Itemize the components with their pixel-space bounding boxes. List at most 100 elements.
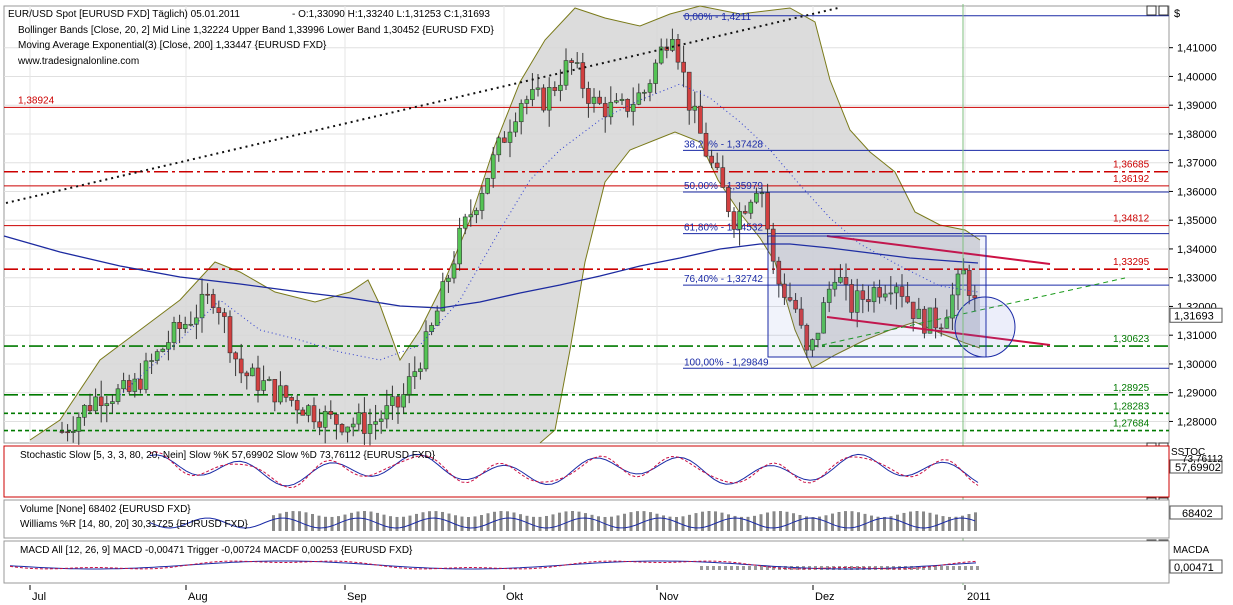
candle-body xyxy=(709,155,714,164)
x-axis: Jul Aug Sep Okt Nov Dez 2011 xyxy=(0,585,1233,605)
macd-histogram-bar xyxy=(970,566,973,570)
macd-histogram-bar xyxy=(760,566,763,570)
volume-bar xyxy=(376,512,379,531)
volume-bar xyxy=(954,516,958,531)
candle-body xyxy=(821,302,826,334)
candle-body xyxy=(944,317,950,329)
price-level-label: 1,27684 xyxy=(1113,419,1150,430)
y-tick-label: 1,31000 xyxy=(1177,330,1217,342)
volume-bar xyxy=(467,516,470,531)
price-level-label: 1,34812 xyxy=(1113,214,1150,225)
candle-body xyxy=(59,431,65,433)
volume-bar xyxy=(733,515,737,531)
volume-bar xyxy=(298,511,301,531)
volume-bar xyxy=(382,514,386,531)
candle-body xyxy=(731,211,737,230)
candle-body xyxy=(373,421,378,425)
price-level-label: 1,30623 xyxy=(1113,334,1150,345)
macd-histogram-bar xyxy=(922,566,925,570)
candle-body xyxy=(793,299,798,310)
price-level-label: 1,38924 xyxy=(18,95,55,106)
volume-bar xyxy=(779,511,782,531)
candle-body xyxy=(854,290,860,313)
fibonacci-label: 100,00% - 1,29849 xyxy=(684,357,769,368)
volume-bar xyxy=(538,516,542,531)
fibonacci-label: 0,00% - 1,4211 xyxy=(684,12,752,23)
macd-histogram-bar xyxy=(730,566,733,570)
macd-histogram-bar xyxy=(700,566,703,570)
volume-bar xyxy=(317,515,321,531)
volume-bar xyxy=(857,512,860,531)
candle-body xyxy=(961,270,966,275)
macda-axis-label: MACDA xyxy=(1173,545,1209,556)
candle-body xyxy=(798,308,804,326)
volume-bar xyxy=(571,511,574,531)
macd-histogram-bar xyxy=(754,566,757,570)
y-tick-label: 1,36000 xyxy=(1177,186,1217,198)
candle-body xyxy=(653,62,658,84)
candle-body xyxy=(647,83,653,93)
candle-body xyxy=(70,431,76,433)
candle-body xyxy=(233,352,238,360)
candle-body xyxy=(586,88,591,104)
macd-histogram-bar xyxy=(748,566,751,570)
sstoc-axis-label: SSTOC xyxy=(1171,447,1205,458)
candle-body xyxy=(563,60,569,86)
macd-value: 0,00471 xyxy=(1174,562,1214,574)
candle-body xyxy=(838,277,843,283)
candle-body xyxy=(966,270,972,296)
candle-body xyxy=(625,98,630,112)
volume-bar xyxy=(941,516,945,531)
candle-body xyxy=(815,332,821,340)
candle-body xyxy=(289,397,294,401)
candle-body xyxy=(670,39,675,51)
candle-body xyxy=(311,405,317,423)
volume-bar xyxy=(441,511,444,531)
panel-window-control xyxy=(1146,5,1157,16)
candle-body xyxy=(149,360,154,362)
stochastic-frame xyxy=(3,445,1170,498)
candle-body xyxy=(412,371,418,377)
candle-body xyxy=(227,316,233,354)
candle-body xyxy=(294,400,300,411)
candle-body xyxy=(535,87,541,90)
macd-histogram-bar xyxy=(946,566,949,570)
candle-body xyxy=(278,385,283,403)
price-level-label: 1,28925 xyxy=(1113,383,1150,394)
candle-body xyxy=(866,299,871,303)
volume-bar xyxy=(922,511,925,531)
macd-histogram-bar xyxy=(736,566,739,570)
candle-body xyxy=(110,401,115,404)
candle-body xyxy=(916,308,922,319)
volume-bar xyxy=(551,514,555,531)
macd-histogram-bar xyxy=(850,566,853,570)
volume-bar xyxy=(740,516,743,531)
price-level-label: 1,28283 xyxy=(1113,401,1150,412)
candle-body xyxy=(860,290,866,300)
long-term-trendline xyxy=(5,7,839,204)
y-tick-label: 1,40000 xyxy=(1177,71,1217,83)
candle-body xyxy=(810,339,815,351)
volume-bar xyxy=(636,511,639,531)
macd-histogram-bar xyxy=(706,566,709,570)
candle-body xyxy=(132,378,138,392)
panel-window-control xyxy=(1158,5,1169,16)
volume-bar xyxy=(870,515,873,531)
candle-body xyxy=(283,385,289,398)
candle-body xyxy=(569,60,574,63)
candle-body xyxy=(401,394,406,408)
candle-body xyxy=(440,281,446,312)
volume-bar xyxy=(473,516,477,531)
y-tick-label: 1,37000 xyxy=(1177,158,1217,170)
candle-body xyxy=(423,331,429,370)
candle-body xyxy=(882,293,888,298)
x-tick-label: 2011 xyxy=(967,591,991,603)
volume-bar xyxy=(623,513,626,531)
volume-bar xyxy=(272,515,275,531)
candle-body xyxy=(894,286,899,294)
price-level-label: 1,36685 xyxy=(1113,160,1150,171)
candle-body xyxy=(642,91,647,94)
candle-body xyxy=(541,87,546,111)
candle-body xyxy=(261,380,266,391)
volume-bar xyxy=(948,516,951,531)
